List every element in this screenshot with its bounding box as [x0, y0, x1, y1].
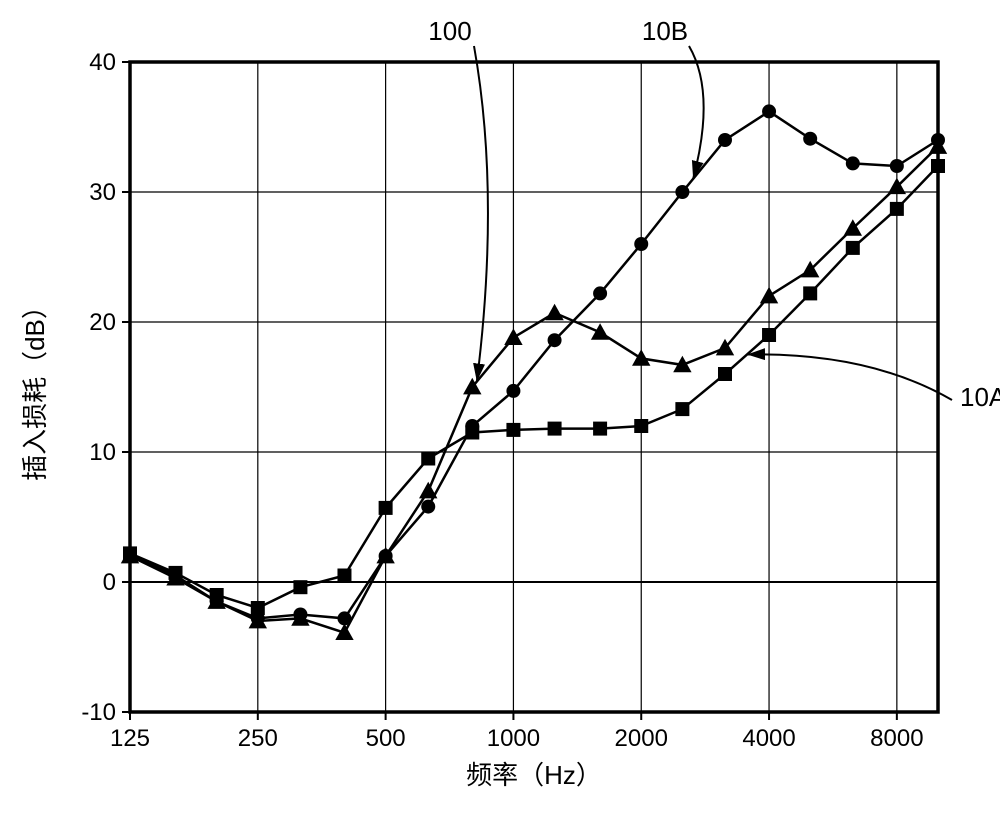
- y-tick-label: -10: [81, 699, 116, 726]
- series-callout-s100: 100: [428, 16, 471, 46]
- y-tick-label: 30: [89, 179, 116, 206]
- y-tick-label: 10: [89, 439, 116, 466]
- x-axis-label: 频率（Hz）: [466, 760, 602, 790]
- y-axis-label: 插入损耗（dB）: [20, 293, 50, 481]
- x-tick-label: 125: [110, 725, 150, 752]
- y-tick-label: 20: [89, 309, 116, 336]
- y-tick-label: 40: [89, 49, 116, 76]
- x-tick-label: 1000: [487, 725, 540, 752]
- x-tick-label: 8000: [870, 725, 923, 752]
- insertion-loss-chart: 125 250 500 1000 2000 4000 8000 -10 0 10 20 30 40 频率（…: [0, 0, 1000, 828]
- x-tick-label: 4000: [742, 725, 795, 752]
- series-callout-s10A: 10A: [960, 382, 1000, 412]
- series-callout-s10B: 10B: [642, 16, 688, 46]
- y-tick-label: 0: [103, 569, 116, 596]
- x-tick-label: 500: [366, 725, 406, 752]
- x-tick-label: 250: [238, 725, 278, 752]
- x-tick-label: 2000: [615, 725, 668, 752]
- chart-container: 125 250 500 1000 2000 4000 8000 -10 0 10 20 30 40 频率（…: [0, 0, 1000, 828]
